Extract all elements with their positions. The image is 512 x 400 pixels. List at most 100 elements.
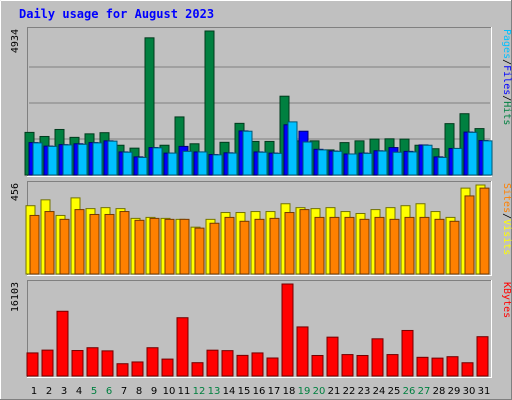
bar-sites-27 xyxy=(419,216,430,275)
y-axis-title: Sites/Visits xyxy=(501,183,512,255)
bar-pages-26 xyxy=(407,151,418,176)
bar-pages-3 xyxy=(62,144,73,176)
panel-2: 456 Sites/Visits xyxy=(10,181,512,276)
bar-pages-29 xyxy=(452,147,463,176)
x-tick-label: 29 xyxy=(448,386,461,397)
bar-sites-14 xyxy=(224,216,235,275)
bar-kbytes-1 xyxy=(26,352,39,377)
x-tick-label: 3 xyxy=(61,386,67,397)
x-tick-label: 23 xyxy=(358,386,371,397)
y-axis-title-part: Visits xyxy=(501,219,512,255)
y-axis-title-part: / xyxy=(501,213,512,219)
bar-sites-30 xyxy=(464,195,475,275)
x-tick-label: 21 xyxy=(328,386,341,397)
y-max-label: 456 xyxy=(10,183,21,201)
x-axis-labels: 1 2 3 4 5 6 7 8 9 10 11 12 13 14 15 16 17 18 19 20 21 22 23 24 2… xyxy=(31,386,491,397)
bar-kbytes-17 xyxy=(266,357,279,377)
bar-sites-13 xyxy=(209,222,220,275)
x-tick-label: 2 xyxy=(46,386,52,397)
chart-title: Daily usage for August 2023 xyxy=(19,7,214,21)
bar-kbytes-9 xyxy=(146,347,159,377)
bar-pages-6 xyxy=(107,140,118,176)
bar-sites-19 xyxy=(299,209,310,275)
bar-kbytes-20 xyxy=(311,354,324,377)
x-tick-label: 22 xyxy=(343,386,356,397)
bar-kbytes-28 xyxy=(431,357,444,377)
bar-sites-31 xyxy=(479,187,490,275)
bar-sites-9 xyxy=(149,217,160,275)
bar-sites-12 xyxy=(194,227,205,275)
y-max-label: 4934 xyxy=(10,29,21,53)
x-tick-label: 19 xyxy=(298,386,311,397)
x-tick-label: 14 xyxy=(223,386,236,397)
x-tick-label: 28 xyxy=(433,386,446,397)
bar-pages-21 xyxy=(332,150,343,176)
x-tick-label: 16 xyxy=(253,386,266,397)
y-axis-title-part: / xyxy=(501,59,512,65)
bar-kbytes-10 xyxy=(161,358,174,377)
x-tick-label: 30 xyxy=(463,386,476,397)
bar-kbytes-13 xyxy=(206,349,219,377)
x-tick-label: 13 xyxy=(208,386,221,397)
bar-sites-8 xyxy=(134,219,145,275)
bar-sites-25 xyxy=(389,218,400,275)
y-axis-title-part: Pages xyxy=(501,29,512,59)
bar-kbytes-22 xyxy=(341,354,354,377)
bar-sites-6 xyxy=(104,213,115,275)
bar-sites-2 xyxy=(44,211,55,275)
y-axis-title-part: Hits xyxy=(501,101,512,125)
bar-sites-17 xyxy=(269,217,280,275)
bar-kbytes-8 xyxy=(131,361,144,377)
x-tick-label: 1 xyxy=(31,386,37,397)
bar-kbytes-29 xyxy=(446,356,459,377)
x-tick-label: 6 xyxy=(106,386,112,397)
bar-sites-1 xyxy=(29,214,40,275)
x-tick-label: 9 xyxy=(151,386,157,397)
bar-pages-5 xyxy=(92,142,103,176)
bar-pages-30 xyxy=(467,131,478,176)
bar-sites-15 xyxy=(239,220,250,275)
bar-pages-11 xyxy=(182,150,193,176)
x-tick-label: 10 xyxy=(163,386,176,397)
bar-pages-23 xyxy=(362,152,373,176)
bar-kbytes-19 xyxy=(296,326,309,377)
bar-sites-7 xyxy=(119,211,130,275)
bar-pages-8 xyxy=(137,156,148,176)
y-max-label: 16103 xyxy=(10,282,21,312)
bar-pages-10 xyxy=(167,152,178,176)
bar-sites-4 xyxy=(74,209,85,275)
x-tick-label: 8 xyxy=(136,386,142,397)
x-tick-label: 24 xyxy=(373,386,386,397)
panel-1: 4934 Pages/Files/Hits xyxy=(10,27,512,177)
panel-3: 16103 KBytes xyxy=(10,280,512,378)
bar-sites-24 xyxy=(374,216,385,275)
bar-sites-10 xyxy=(164,218,175,275)
bar-kbytes-12 xyxy=(191,362,204,377)
bar-pages-25 xyxy=(392,151,403,176)
bar-sites-16 xyxy=(254,218,265,275)
bar-kbytes-3 xyxy=(56,310,69,377)
y-axis-title-part: / xyxy=(501,95,512,101)
bar-kbytes-21 xyxy=(326,336,339,377)
bar-kbytes-11 xyxy=(176,317,189,377)
x-tick-label: 26 xyxy=(403,386,416,397)
x-tick-label: 7 xyxy=(121,386,127,397)
series-pages xyxy=(32,121,493,176)
y-axis-title-part: Sites xyxy=(501,183,512,213)
y-axis-title-part: KBytes xyxy=(501,282,512,318)
bar-kbytes-25 xyxy=(386,354,399,377)
bar-pages-19 xyxy=(302,141,313,176)
bar-kbytes-4 xyxy=(71,350,84,377)
y-axis-title: KBytes xyxy=(501,282,512,318)
bar-sites-5 xyxy=(89,213,100,275)
bar-sites-20 xyxy=(314,216,325,275)
bar-kbytes-26 xyxy=(401,329,414,377)
bar-kbytes-2 xyxy=(41,349,54,377)
bar-pages-12 xyxy=(197,151,208,176)
bar-kbytes-30 xyxy=(461,362,474,377)
bar-sites-28 xyxy=(434,218,445,275)
bar-pages-15 xyxy=(242,130,253,176)
